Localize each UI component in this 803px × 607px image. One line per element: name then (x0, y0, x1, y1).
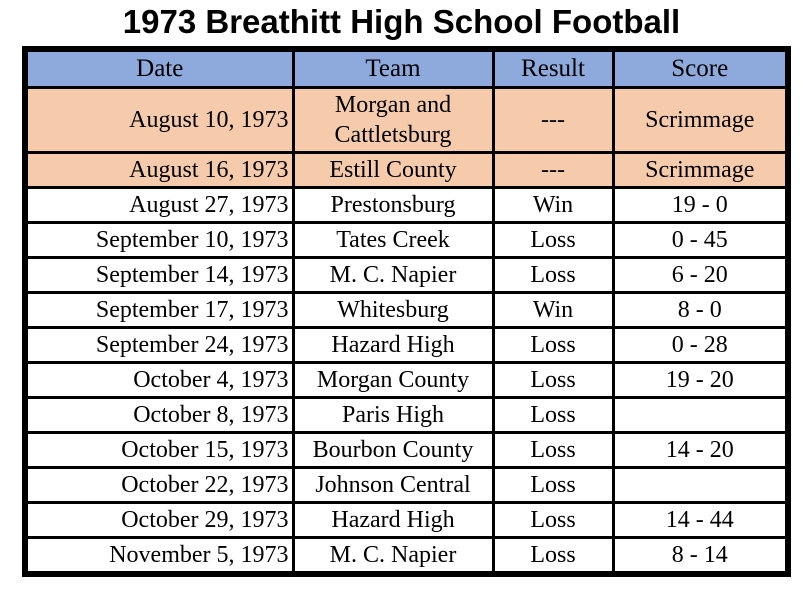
cell-date: November 5, 1973 (23, 535, 295, 575)
column-header-team: Team (291, 47, 495, 89)
cell-team: M. C. Napier (291, 255, 495, 294)
table-row: October 15, 1973 Bourbon County Loss 14 - 2… (23, 430, 790, 469)
cell-team: M. C. Napier (291, 535, 495, 575)
cell-result: Loss (491, 430, 615, 469)
cell-score: 8 - 0 (611, 290, 790, 329)
header-row: Date Team Result Score (23, 47, 790, 89)
cell-score (611, 465, 790, 504)
cell-score: 19 - 20 (611, 360, 790, 399)
cell-date: October 4, 1973 (23, 360, 295, 399)
cell-result: Win (491, 185, 615, 224)
cell-date: October 15, 1973 (23, 430, 295, 469)
table-row: September 14, 1973 M. C. Napier Loss 6 - 20 (23, 255, 790, 294)
cell-date: October 22, 1973 (23, 465, 295, 504)
table-row: August 10, 1973 Morgan and Cattletsburg --… (23, 85, 790, 154)
page-title: 1973 Breathitt High School Football (122, 3, 681, 40)
schedule-body: August 10, 1973 Morgan and Cattletsburg --… (23, 85, 790, 575)
cell-date: September 10, 1973 (23, 220, 295, 259)
cell-result: Loss (491, 500, 615, 539)
table-row: August 16, 1973 Estill County --- Scrimmage (23, 150, 790, 189)
table-row: October 22, 1973 Johnson Central Loss (23, 465, 790, 504)
cell-score: Scrimmage (611, 150, 790, 189)
cell-team: Johnson Central (291, 465, 495, 504)
cell-result: Loss (491, 255, 615, 294)
cell-score: 14 - 20 (611, 430, 790, 469)
cell-team: Morgan and Cattletsburg (291, 85, 495, 154)
cell-date: September 24, 1973 (23, 325, 295, 364)
cell-result: Loss (491, 535, 615, 575)
cell-team: Tates Creek (291, 220, 495, 259)
cell-score: Scrimmage (611, 85, 790, 154)
football-schedule-table: Date Team Result Score August 10, 1973 Mo… (22, 46, 791, 577)
column-header-result: Result (491, 47, 615, 89)
cell-result: Win (491, 290, 615, 329)
cell-date: October 29, 1973 (23, 500, 295, 539)
cell-score: 0 - 45 (611, 220, 790, 259)
cell-result: Loss (491, 220, 615, 259)
cell-result: Loss (491, 360, 615, 399)
cell-team: Hazard High (291, 500, 495, 539)
cell-score: 14 - 44 (611, 500, 790, 539)
cell-result: --- (491, 150, 615, 189)
cell-team: Estill County (291, 150, 495, 189)
column-header-score: Score (611, 47, 790, 89)
cell-score: 8 - 14 (611, 535, 790, 575)
cell-team: Paris High (291, 395, 495, 434)
cell-team: Bourbon County (291, 430, 495, 469)
cell-result: --- (491, 85, 615, 154)
cell-date: September 14, 1973 (23, 255, 295, 294)
table-row: October 4, 1973 Morgan County Loss 19 - 20 (23, 360, 790, 399)
column-header-date: Date (23, 47, 295, 89)
cell-score (611, 395, 790, 434)
cell-date: September 17, 1973 (23, 290, 295, 329)
cell-team: Morgan County (291, 360, 495, 399)
cell-team: Prestonsburg (291, 185, 495, 224)
cell-score: 0 - 28 (611, 325, 790, 364)
cell-date: August 10, 1973 (23, 85, 295, 154)
cell-score: 19 - 0 (611, 185, 790, 224)
table-header: Date Team Result Score (23, 47, 790, 89)
cell-result: Loss (491, 325, 615, 364)
table-row: September 24, 1973 Hazard High Loss 0 - 28 (23, 325, 790, 364)
cell-result: Loss (491, 465, 615, 504)
table-row: October 8, 1973 Paris High Loss (23, 395, 790, 434)
cell-score: 6 - 20 (611, 255, 790, 294)
table-row: August 27, 1973 Prestonsburg Win 19 - 0 (23, 185, 790, 224)
table-row: September 17, 1973 Whitesburg Win 8 - 0 (23, 290, 790, 329)
cell-date: October 8, 1973 (23, 395, 295, 434)
cell-team: Hazard High (291, 325, 495, 364)
table-row: October 29, 1973 Hazard High Loss 14 - 44 (23, 500, 790, 539)
cell-date: August 27, 1973 (23, 185, 295, 224)
cell-result: Loss (491, 395, 615, 434)
cell-date: August 16, 1973 (23, 150, 295, 189)
table-row: September 10, 1973 Tates Creek Loss 0 - 45 (23, 220, 790, 259)
cell-team: Whitesburg (291, 290, 495, 329)
table-row: November 5, 1973 M. C. Napier Loss 8 - 14 (23, 535, 790, 575)
